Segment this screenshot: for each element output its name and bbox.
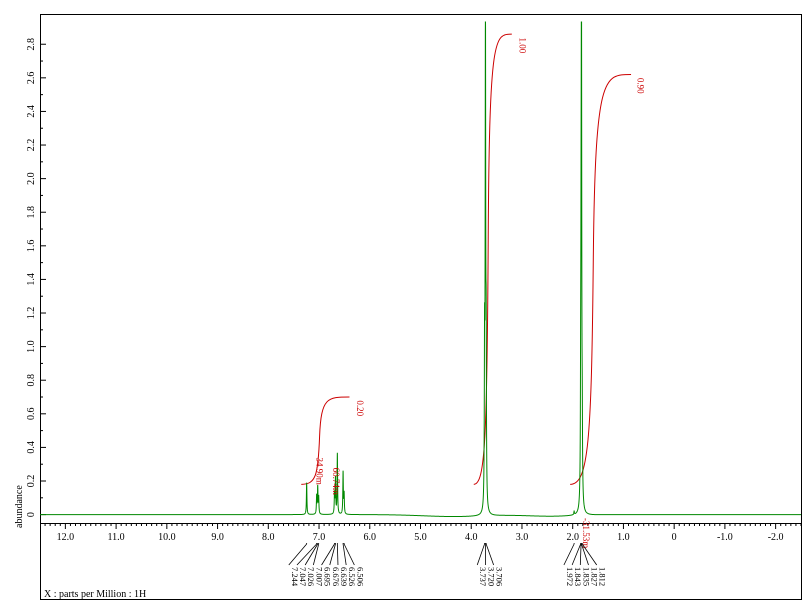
x-tick-label-4: 8.0 [262,532,275,543]
peak-connector-0-5 [329,543,336,566]
peak-connector-2-2 [579,543,582,566]
chart-frame [40,14,802,600]
x-tick-label-9: 3.0 [516,532,529,543]
x-tick-label-2: 10.0 [158,532,176,543]
x-tick-label-13: -1.0 [717,532,733,543]
integral-label-0: 0.20 [355,400,365,416]
peak-connector-0-1 [296,543,317,566]
peak-connector-0-4 [321,543,335,566]
y-tick-label-5: 1.0 [26,340,37,353]
peak-connector-0-2 [304,543,319,566]
peak-connector-0-8 [343,543,355,566]
x-tick-label-6: 6.0 [364,532,377,543]
y-tick-label-13: 2.6 [26,72,37,85]
integral-curve-0 [301,396,350,485]
integral-label-2: 0.90 [636,78,646,94]
peak-label-0-3: 7.007 [314,567,324,586]
peak-connector-0-7 [342,543,347,566]
annotations: 34.90m 60.74m -31.53m [314,457,590,548]
y-tick-label-7: 1.4 [26,273,37,286]
x-tick-label-14: -2.0 [768,532,784,543]
spectrum-line [40,21,801,518]
y-tick-label-11: 2.2 [26,139,37,152]
y-tick-label-14: 2.8 [26,38,37,51]
peak-labels: 7.2447.0477.0267.0076.6956.6766.6396.526… [288,543,608,587]
peak-connector-2-0 [563,543,575,566]
annotation-0: 34.90m [314,457,324,484]
x-tick-label-11: 1.0 [617,532,630,543]
peak-label-0-2: 7.026 [306,567,316,586]
x-tick-label-8: 4.0 [465,532,478,543]
y-tick-label-1: 0.2 [26,475,37,488]
y-tick-label-0: 0 [26,512,37,517]
peak-connector-2-3 [581,543,589,566]
x-tick-label-10: 2.0 [566,532,579,543]
x-tick-label-3: 9.0 [211,532,224,543]
x-axis-label: X : parts per Million : 1H [44,589,146,600]
peak-label-2-3: 1.827 [590,567,600,586]
x-axis: 12.0 11.0 10.0 9.0 8.0 7.0 6.0 5.0 4.0 3.0 2.0 1.0 0… [44,523,802,543]
peak-label-0-5: 6.676 [331,567,341,586]
peak-label-1-1: 3.720 [486,567,496,586]
peak-label-0-0: 7.244 [290,567,300,587]
y-tick-label-3: 0.6 [26,408,37,421]
peak-label-0-6: 6.639 [339,567,349,586]
y-tick-label-10: 2.0 [26,172,37,185]
peak-label-2-4: 1.812 [598,567,608,586]
x-tick-label-5: 7.0 [313,532,326,543]
peak-label-1-2: 3.706 [495,567,505,586]
x-tick-label-12: 0 [672,532,677,543]
peak-label-2-0: 1.972 [565,567,575,586]
x-tick-label-1: 11.0 [108,532,125,543]
peak-connector-0-6 [336,543,339,566]
peak-label-0-4: 6.695 [323,567,333,586]
peak-connector-2-4 [581,543,598,566]
y-tick-label-6: 1.2 [26,307,37,320]
y-tick-label-9: 1.8 [26,206,37,219]
annotation-2: -31.53m [581,518,591,548]
peak-label-0-8: 6.506 [355,567,365,586]
y-axis-label: abundance [14,485,25,528]
y-tick-label-4: 0.8 [26,374,37,387]
integral-curve-2 [570,73,632,485]
peak-connector-0-0 [288,543,307,566]
peak-connector-1-2 [485,543,495,566]
integral-label-1: 1.00 [517,38,527,54]
peak-label-2-1: 1.843 [573,567,583,586]
integral-curve-1 [473,33,512,485]
y-tick-label-12: 2.4 [26,105,37,118]
y-axis: 0 0.2 0.4 0.6 0.8 1.0 1.2 1.4 1.6 1.8 2.0 2.2 2.4 2.6… [26,38,46,517]
x-tick-label-7: 5.0 [414,532,427,543]
peak-label-1-0: 3.737 [478,567,488,586]
x-tick-label-0: 12.0 [57,532,75,543]
peak-connector-1-0 [476,543,485,566]
peak-connector-0-3 [312,543,320,566]
integral-curves: 0.20 1.00 0.90 [301,33,646,485]
peak-connector-2-1 [571,543,582,566]
y-tick-label-2: 0.4 [26,441,37,454]
peak-label-0-1: 7.047 [298,567,308,586]
peak-label-2-2: 1.835 [581,567,591,586]
annotation-1: 60.74m [331,468,341,495]
y-tick-label-8: 1.6 [26,240,37,253]
peak-label-0-7: 6.526 [347,567,357,586]
